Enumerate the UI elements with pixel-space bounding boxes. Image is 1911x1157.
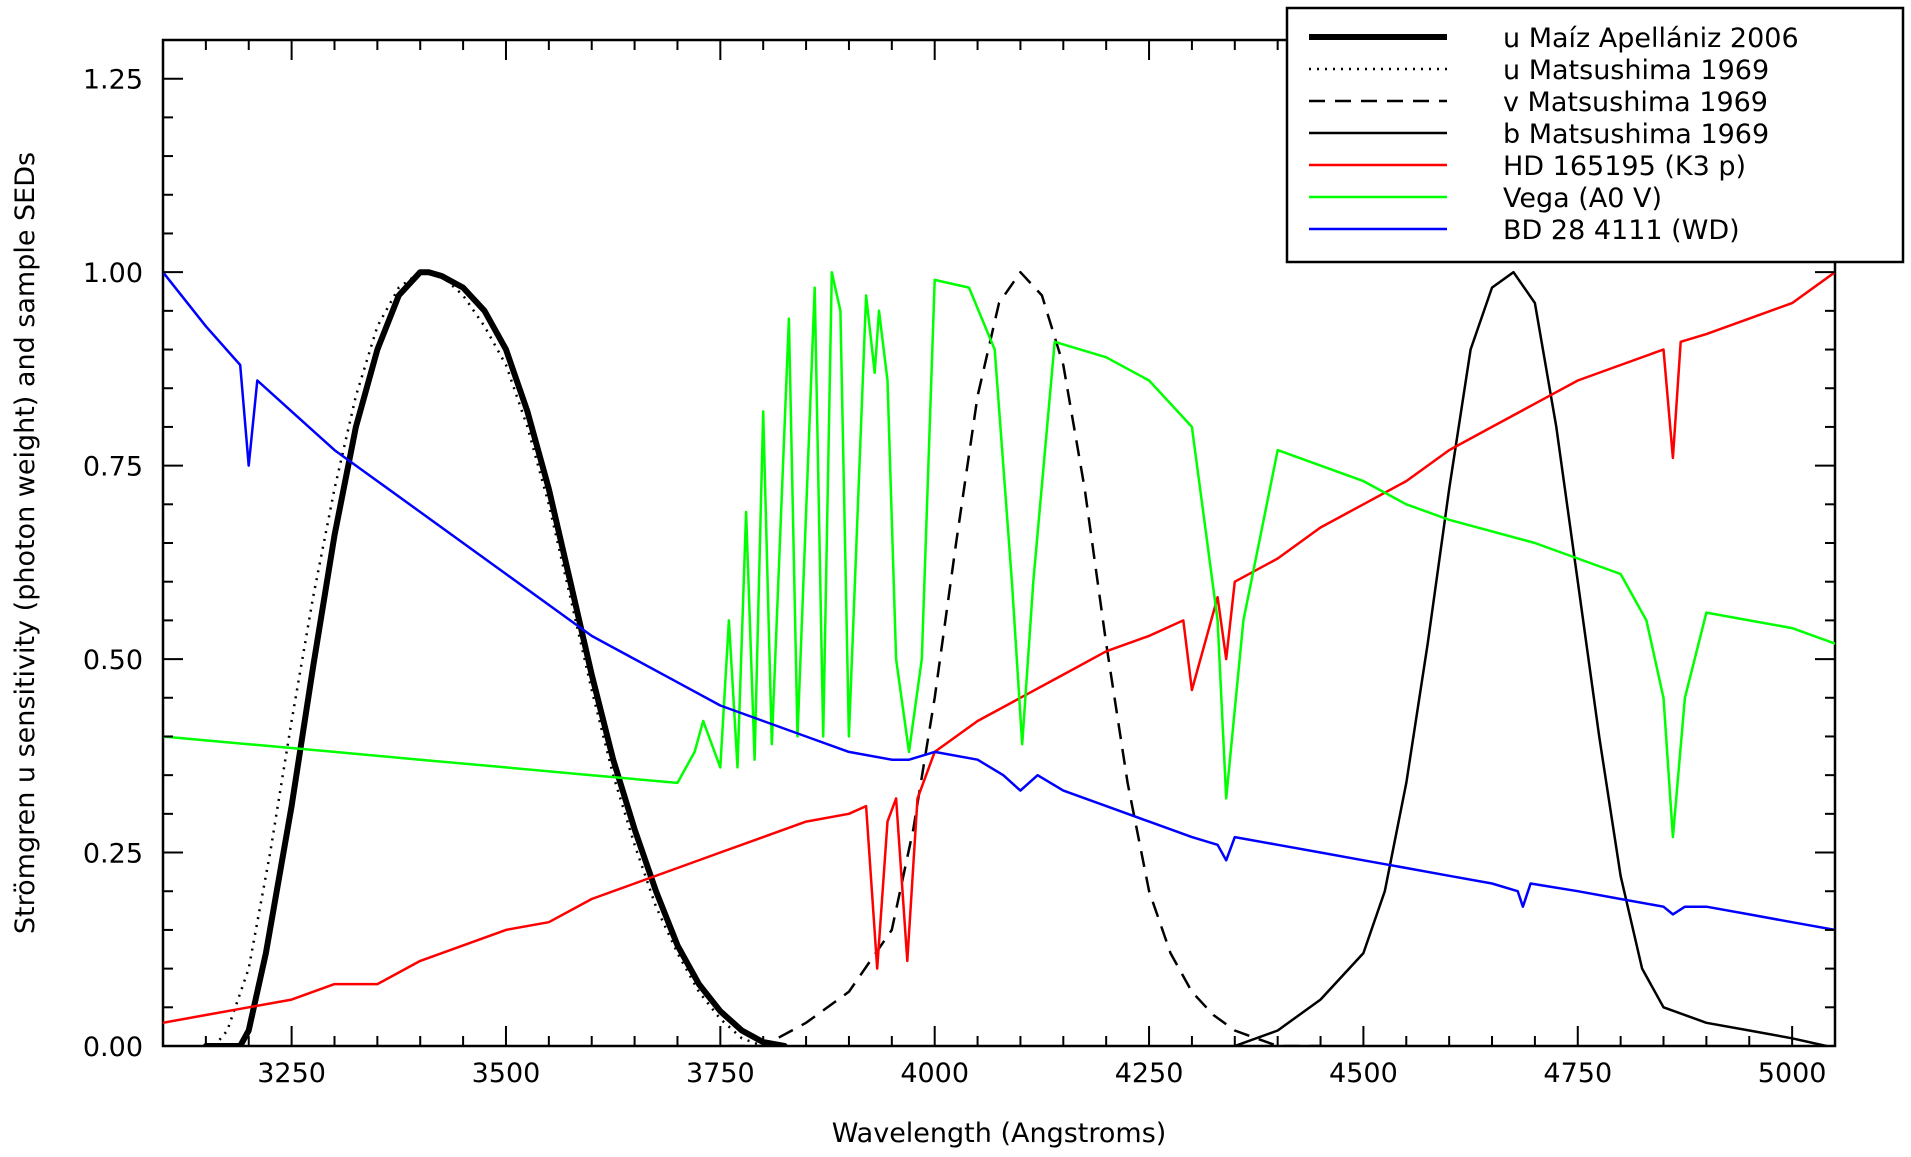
legend-entry-3: v Matsushima 1969 xyxy=(1503,87,1768,118)
y-tick-label: 0.75 xyxy=(83,452,143,483)
legend-entry-7: BD 28 4111 (WD) xyxy=(1503,215,1740,246)
legend-entry-2: u Matsushima 1969 xyxy=(1503,55,1769,86)
series-line-6 xyxy=(163,270,1835,839)
y-tick-label: 0.25 xyxy=(83,839,143,870)
x-tick-label: 4750 xyxy=(1543,1058,1612,1089)
series-lines xyxy=(163,269,1835,1046)
legend-entry-5: HD 165195 (K3 p) xyxy=(1503,151,1746,182)
legend-box xyxy=(1285,6,1905,264)
series-line-2 xyxy=(213,270,764,1046)
x-tick-label: 3750 xyxy=(686,1058,755,1089)
x-tick-label: 5000 xyxy=(1758,1058,1827,1089)
series-line-3 xyxy=(728,270,1321,1046)
y-tick-label: 1.25 xyxy=(83,65,143,96)
x-tick-label: 4500 xyxy=(1329,1058,1398,1089)
x-axis-ticks: 3250 3500 3750 4000 4250 4500 4750 5000 xyxy=(162,40,1836,1089)
y-axis-ticks: 0.00 0.25 0.50 0.75 1.00 1.25 xyxy=(83,65,1835,1063)
x-tick-label: 4000 xyxy=(900,1058,969,1089)
series-line-5 xyxy=(163,270,1835,1025)
x-tick-label: 3500 xyxy=(472,1058,541,1089)
legend-entry-1: u Maíz Apellániz 2006 xyxy=(1503,23,1799,54)
series-line-4 xyxy=(1233,270,1828,1046)
y-tick-label: 0.00 xyxy=(83,1032,143,1063)
series-line-1 xyxy=(202,269,788,1046)
legend-entry-4: b Matsushima 1969 xyxy=(1503,119,1769,150)
series-line-7 xyxy=(163,270,1835,932)
y-tick-label: 1.00 xyxy=(83,258,143,289)
legend-entry-6: Vega (A0 V) xyxy=(1503,183,1662,214)
x-axis-label: Wavelength (Angstroms) xyxy=(832,1118,1167,1149)
y-axis-label: Strömgren u sensitivity (photon weight) … xyxy=(10,152,41,934)
x-tick-label: 3250 xyxy=(257,1058,326,1089)
x-tick-label: 4250 xyxy=(1115,1058,1184,1089)
y-tick-label: 0.50 xyxy=(83,645,143,676)
